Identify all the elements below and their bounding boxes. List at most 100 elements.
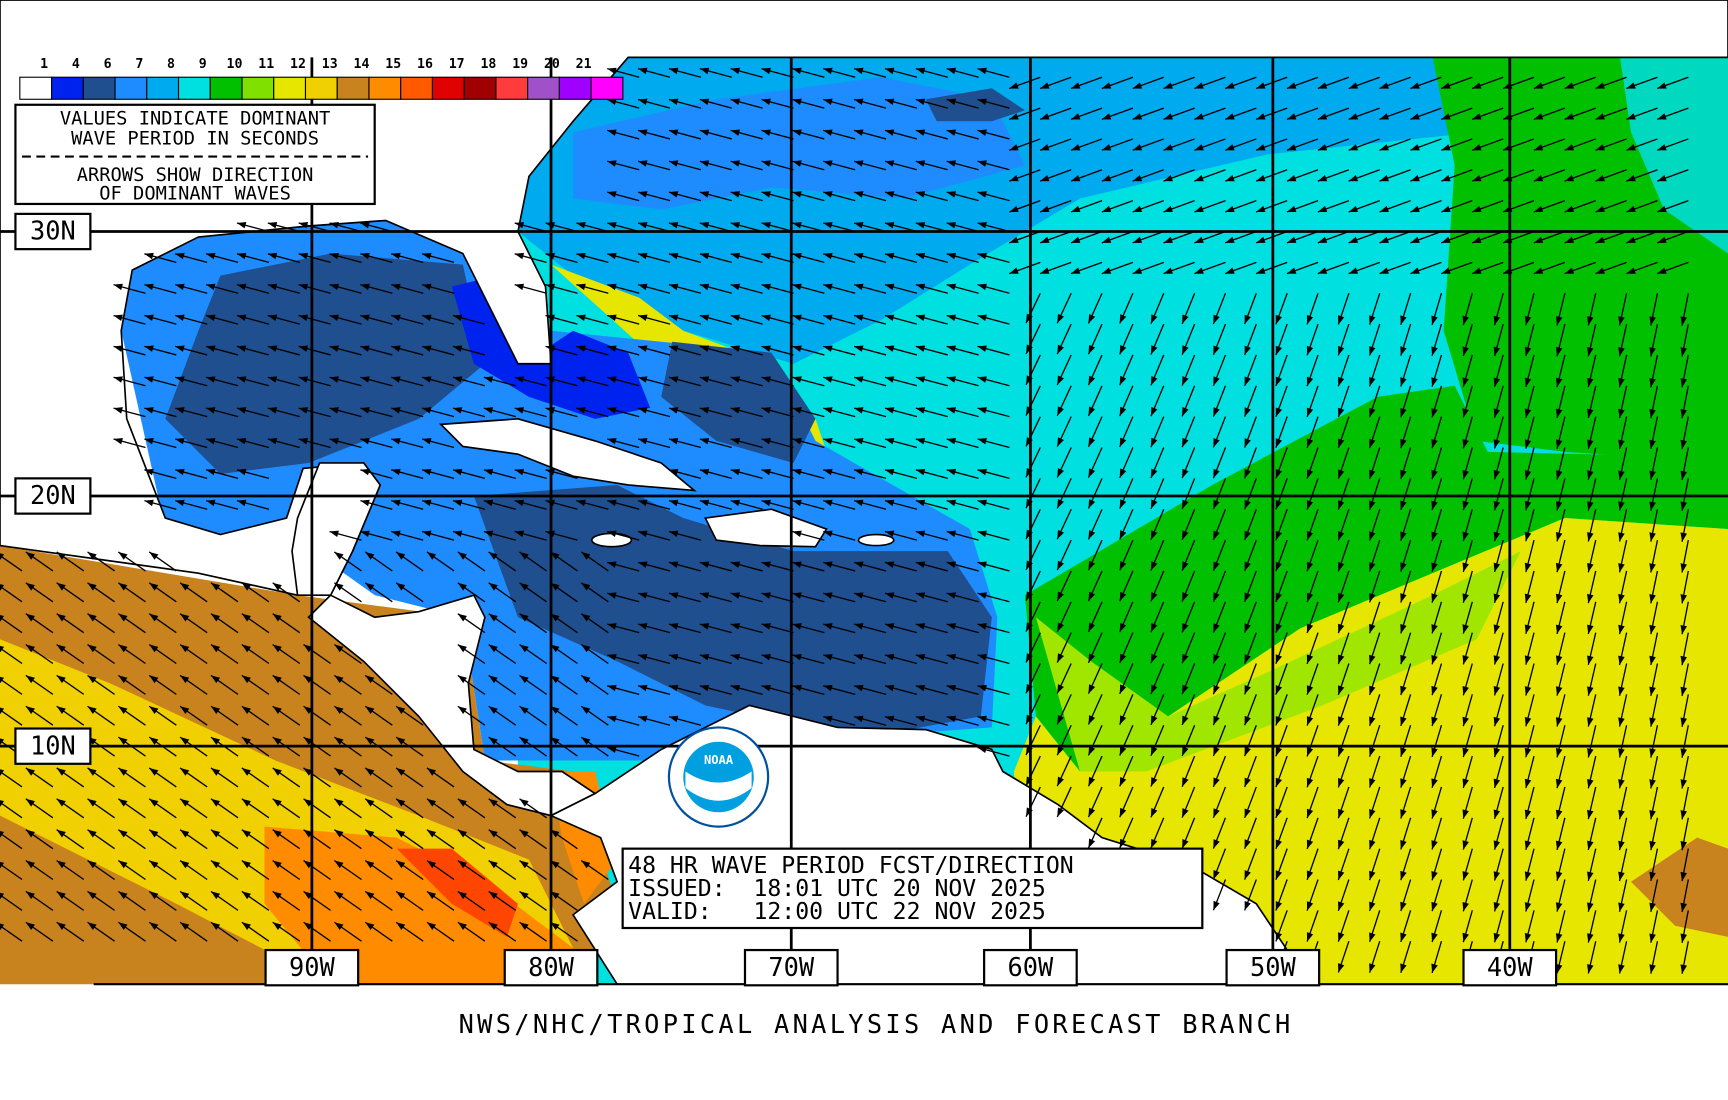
wave-arrow [1087, 385, 1103, 417]
arrow-head [1244, 623, 1251, 633]
wave-arrow [457, 613, 486, 634]
arrow-head [1649, 686, 1656, 696]
arrow-head [118, 891, 128, 900]
arrow-head [1524, 747, 1532, 758]
wave-arrow [391, 345, 424, 356]
arrow-head [1472, 236, 1482, 243]
lon-label-box [1225, 948, 1321, 987]
wave-arrow [56, 551, 85, 572]
arrow-head [638, 376, 648, 383]
wave-arrow [205, 407, 239, 418]
wave-arrow [1337, 755, 1350, 788]
arrow-head [1462, 377, 1469, 387]
wave-arrow [298, 283, 331, 294]
arrow-head [1555, 902, 1563, 912]
wave-arrow [1618, 755, 1628, 789]
wave-arrow [1337, 509, 1350, 541]
arrow-head [581, 613, 591, 622]
arrow-head [1493, 871, 1501, 881]
arrow-head [699, 684, 710, 692]
arrow-head [607, 314, 617, 322]
wave-arrow [792, 592, 825, 603]
arrow-head [1150, 468, 1158, 478]
wave-arrow [148, 674, 177, 695]
arrow-head [915, 98, 926, 106]
wave-arrow [1306, 293, 1319, 325]
arrow-head [1493, 562, 1501, 573]
arrow-head [946, 283, 957, 291]
arrow-head [56, 706, 66, 715]
wave-arrow [915, 715, 948, 726]
arrow-head [550, 551, 560, 560]
wave-arrow [1441, 230, 1473, 244]
arrow-head [241, 706, 251, 715]
arrow-head [1088, 468, 1096, 478]
wave-arrow [483, 376, 516, 387]
wave-arrow [1275, 508, 1288, 541]
arrow-head [1472, 82, 1482, 89]
wave-arrow [303, 890, 331, 911]
arrow-head [581, 582, 591, 591]
wave-arrow [364, 767, 393, 788]
wave-arrow [1132, 200, 1164, 213]
arrow-head [668, 191, 679, 198]
arrow-head [730, 160, 741, 167]
wave-arrow [1555, 447, 1566, 480]
wave-arrow [1337, 293, 1350, 325]
arrow-head [1338, 654, 1345, 664]
info-line: VALID: 12:00 UTC 22 NOV 2025 [628, 899, 1046, 925]
wave-arrow [1680, 416, 1689, 450]
arrow-head [884, 314, 895, 322]
arrow-head [1009, 205, 1019, 213]
arrow-head [329, 530, 339, 538]
arrow-head [1182, 376, 1189, 386]
arrow-head [1462, 500, 1469, 511]
wave-arrow [1410, 230, 1442, 244]
arrow-shaft [0, 894, 23, 911]
wave-arrow [699, 252, 732, 264]
wave-arrow [1533, 230, 1566, 244]
arrow-shaft [0, 708, 23, 726]
arrow-head [1555, 717, 1563, 727]
arrow-head [1524, 408, 1532, 418]
arrow-head [1119, 684, 1127, 694]
wave-arrow [179, 613, 208, 634]
arrow-head [1338, 592, 1345, 603]
wave-arrow [668, 468, 702, 480]
wave-arrow [730, 561, 763, 572]
wave-arrow [668, 654, 702, 665]
arrow-head [1431, 377, 1438, 387]
wave-arrow [1400, 663, 1412, 696]
arrow-head [1182, 623, 1189, 633]
wave-arrow [421, 283, 455, 294]
arrow-head [730, 654, 741, 661]
arrow-head [1244, 808, 1251, 818]
wave-arrow [607, 314, 640, 325]
arrow-head [87, 613, 97, 622]
arrow-head [946, 345, 957, 352]
arrow-head [329, 407, 339, 414]
wave-arrow [334, 860, 362, 881]
arrow-head [915, 592, 926, 599]
arrow-head [977, 623, 987, 630]
wave-arrow [1649, 941, 1659, 974]
wave-arrow [25, 860, 54, 881]
wave-arrow [1337, 354, 1350, 387]
wave-arrow [607, 654, 640, 665]
arrow-head [1555, 778, 1563, 789]
wave-arrow [1493, 293, 1504, 326]
wave-arrow [761, 345, 794, 356]
arrow-head [149, 829, 159, 838]
legend-line: ARROWS SHOW DIRECTION [77, 165, 314, 186]
wave-arrow [1101, 138, 1134, 151]
arrow-head [792, 314, 802, 322]
arrow-head [1649, 840, 1656, 851]
wave-arrow [1493, 817, 1504, 850]
wave-arrow [761, 98, 794, 109]
arrow-head [1587, 778, 1594, 789]
arrow-shaft [0, 554, 23, 572]
arrow-head [1462, 685, 1469, 696]
arrow-head [1400, 531, 1407, 541]
wave-arrow [113, 376, 146, 387]
arrow-head [329, 222, 339, 229]
